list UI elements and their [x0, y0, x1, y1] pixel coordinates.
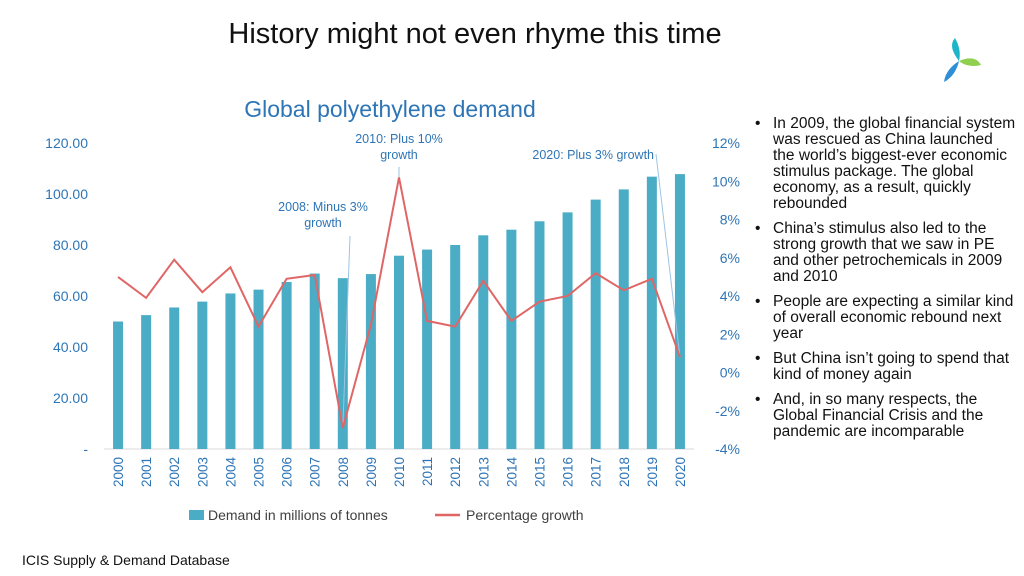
- x-tick-label-2020: 2020: [673, 457, 688, 487]
- annotation-leaders: [342, 153, 681, 428]
- x-tick-label-2014: 2014: [504, 457, 519, 488]
- x-tick-label-2015: 2015: [532, 457, 547, 487]
- x-tick-label-2007: 2007: [308, 457, 323, 487]
- bar-2003: [197, 301, 208, 449]
- bullet-list: In 2009, the global financial system was…: [755, 116, 1017, 449]
- bar-2012: [450, 245, 461, 449]
- x-tick-label-2016: 2016: [561, 457, 576, 487]
- legend-line-label: Percentage growth: [466, 507, 584, 523]
- annotation-2020: 2020: Plus 3% growth: [532, 148, 654, 162]
- bar-2013: [478, 235, 489, 449]
- annotations: 2008: Minus 3% growth 2010: Plus 10% growth…: [278, 132, 654, 230]
- bullet-item: China’s stimulus also led to the strong …: [755, 221, 1017, 285]
- bar-2020: [674, 174, 685, 450]
- bar-series: [113, 174, 685, 450]
- right-axis-tick-label: 10%: [712, 173, 740, 189]
- bar-2005: [253, 289, 264, 449]
- source-note: ICIS Supply & Demand Database: [22, 552, 230, 568]
- x-tick-label-2003: 2003: [195, 457, 210, 487]
- x-axis-ticks: 2000 2001 2002 2003 2004 2005 2006 2007 2008 2009…: [111, 457, 688, 488]
- right-axis-tick-label: -4%: [715, 441, 740, 457]
- bar-2015: [534, 221, 545, 449]
- x-tick-label-2019: 2019: [645, 457, 660, 487]
- chart-area: Global polyethylene demand - 20.00 40.00 60…: [45, 96, 740, 523]
- slide-title: History might not even rhyme this time: [228, 18, 722, 50]
- bar-2004: [225, 293, 236, 449]
- propeller-logo-icon: [935, 35, 985, 87]
- x-tick-label-2017: 2017: [589, 457, 604, 487]
- left-axis-tick-label: 40.00: [53, 339, 88, 355]
- legend-bar-label: Demand in millions of tonnes: [208, 507, 388, 523]
- bar-2014: [506, 229, 517, 449]
- left-axis-tick-label: 80.00: [53, 237, 88, 253]
- left-axis-tick-label: 120.00: [45, 135, 88, 151]
- x-tick-label-2013: 2013: [476, 457, 491, 487]
- bar-2018: [618, 189, 629, 449]
- bar-2006: [281, 281, 292, 449]
- legend: Demand in millions of tonnes Percentage …: [189, 507, 584, 523]
- x-tick-label-2008: 2008: [336, 457, 351, 487]
- bar-2017: [590, 199, 601, 449]
- bullet-item: But China isn’t going to spend that kind…: [755, 351, 1017, 383]
- bar-2000: [113, 321, 124, 449]
- left-axis-tick-label: 60.00: [53, 288, 88, 304]
- left-axis-tick-label: 100.00: [45, 186, 88, 202]
- legend-bar-swatch: [189, 510, 204, 520]
- growth-line: [117, 177, 681, 429]
- x-tick-label-2004: 2004: [223, 457, 238, 488]
- right-axis-tick-label: -2%: [715, 403, 740, 419]
- right-axis-tick-label: 0%: [720, 365, 740, 381]
- x-tick-label-2001: 2001: [139, 457, 154, 487]
- x-tick-label-2010: 2010: [392, 457, 407, 487]
- right-axis-tick-label: 2%: [720, 326, 740, 342]
- annotation-2008: 2008: Minus 3%: [278, 200, 368, 214]
- right-axis-tick-label: 4%: [720, 288, 740, 304]
- x-tick-label-2000: 2000: [111, 457, 126, 487]
- bar-2002: [169, 307, 180, 449]
- chart-title: Global polyethylene demand: [244, 96, 536, 122]
- left-axis-ticks: - 20.00 40.00 60.00 80.00 100.00 120.00: [45, 135, 88, 457]
- annotation-leader-2008: [342, 235, 351, 428]
- bar-2019: [646, 176, 657, 449]
- bar-2008: [337, 278, 348, 449]
- left-axis-tick-label: -: [83, 441, 88, 457]
- x-tick-label-2002: 2002: [167, 457, 182, 487]
- x-tick-label-2018: 2018: [617, 457, 632, 487]
- annotation-2010: 2010: Plus 10%: [355, 132, 443, 146]
- x-tick-label-2006: 2006: [280, 457, 295, 487]
- bar-2007: [309, 273, 320, 449]
- bar-2016: [562, 212, 573, 449]
- bar-2011: [422, 249, 433, 449]
- x-tick-label-2012: 2012: [448, 457, 463, 487]
- annotation-2008: growth: [304, 216, 342, 230]
- bar-2001: [141, 315, 152, 449]
- x-tick-label-2005: 2005: [252, 457, 267, 487]
- bar-2010: [394, 255, 404, 449]
- bar-2009: [365, 274, 376, 449]
- right-axis-tick-label: 6%: [720, 250, 740, 266]
- annotation-2010: growth: [380, 148, 418, 162]
- annotation-leader-2020: [655, 153, 681, 358]
- right-axis-ticks: -4% -2% 0% 2% 4% 6% 8% 10% 12%: [712, 135, 740, 457]
- bullet-item: People are expecting a similar kind of o…: [755, 294, 1017, 342]
- x-tick-label-2011: 2011: [420, 457, 435, 486]
- right-axis-tick-label: 8%: [720, 212, 740, 228]
- right-axis-tick-label: 12%: [712, 135, 740, 151]
- left-axis-tick-label: 20.00: [53, 390, 88, 406]
- bullet-item: And, in so many respects, the Global Fin…: [755, 392, 1017, 440]
- x-tick-label-2009: 2009: [364, 457, 379, 487]
- bullet-item: In 2009, the global financial system was…: [755, 116, 1017, 212]
